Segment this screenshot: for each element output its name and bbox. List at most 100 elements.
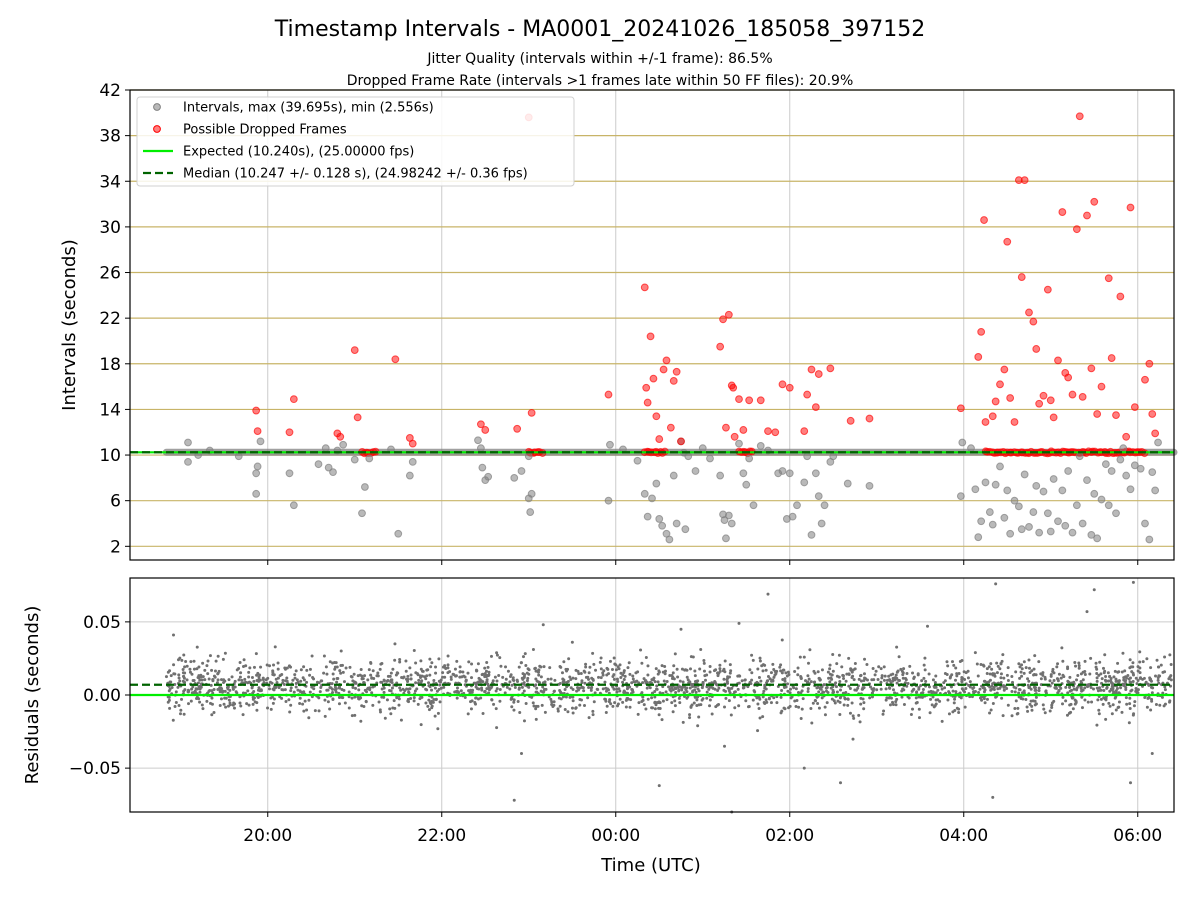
residual-point <box>190 687 194 691</box>
residual-point <box>1128 702 1132 706</box>
residual-point <box>1126 674 1130 678</box>
residual-point <box>888 679 892 683</box>
residual-point <box>646 697 650 701</box>
residual-point <box>553 678 557 682</box>
residual-point <box>695 698 699 702</box>
interval-point <box>981 478 990 487</box>
interval-point <box>329 468 337 477</box>
residual-point <box>740 679 744 683</box>
residual-point <box>1133 700 1137 704</box>
residual-point <box>691 655 695 659</box>
residual-point <box>1025 705 1029 709</box>
residual-point <box>517 686 521 690</box>
x-tick-label: 04:00 <box>939 826 988 846</box>
residual-point <box>828 680 832 684</box>
residual-point <box>757 707 761 711</box>
chart-subtitle-jitter: Jitter Quality (intervals within +/-1 fr… <box>426 51 772 67</box>
residual-point <box>1059 686 1063 690</box>
residual-point <box>978 687 982 691</box>
dropped-frame-point <box>1043 285 1052 294</box>
residual-point <box>169 674 173 678</box>
residual-point <box>262 680 266 684</box>
residual-point <box>1095 679 1099 683</box>
interval-point <box>640 489 649 498</box>
residual-point <box>766 675 770 679</box>
residual-point <box>829 676 833 680</box>
residual-point <box>224 696 228 700</box>
residual-point <box>474 696 478 700</box>
residual-point <box>540 703 544 707</box>
residual-point <box>221 657 225 661</box>
residual-point <box>289 703 293 707</box>
residual-point <box>449 675 453 679</box>
residual-point <box>684 687 688 691</box>
residual-point <box>837 675 841 679</box>
dropped-frame-point <box>1068 390 1077 399</box>
residual-point <box>285 676 289 680</box>
residual-point <box>955 672 959 676</box>
residual-point <box>1129 665 1133 669</box>
residual-point <box>989 688 993 692</box>
dropped-frame-point <box>643 398 652 407</box>
residual-point <box>851 668 855 672</box>
residual-point <box>1057 689 1061 693</box>
residual-point <box>206 672 210 676</box>
residual-point <box>766 679 770 683</box>
residual-point <box>626 666 630 670</box>
residual-point <box>715 683 719 687</box>
residual-point <box>950 673 954 677</box>
residual-point <box>391 667 395 671</box>
residual-points <box>164 580 1173 814</box>
residual-point <box>628 672 632 676</box>
residual-point <box>414 671 418 675</box>
residual-point <box>648 686 652 690</box>
residual-point <box>973 651 977 655</box>
residual-point <box>934 702 938 706</box>
residual-point <box>568 695 572 699</box>
residual-point <box>455 696 459 700</box>
residual-point <box>354 686 358 690</box>
residual-point <box>627 661 631 665</box>
residual-point <box>1132 704 1136 708</box>
residual-outlier-point <box>1150 752 1154 755</box>
dropped-frame-point <box>991 397 1000 406</box>
residual-point <box>409 677 413 681</box>
residual-point <box>199 673 203 677</box>
interval-point <box>793 501 801 510</box>
residual-point <box>828 663 832 667</box>
residual-point <box>931 678 935 682</box>
dropped-frame-point <box>1020 176 1029 185</box>
residual-point <box>1121 651 1125 655</box>
residual-point <box>1052 679 1056 683</box>
residual-point <box>831 669 835 673</box>
residual-point <box>179 708 183 712</box>
residual-point <box>1014 699 1018 703</box>
residual-point <box>673 699 677 703</box>
residual-point <box>1122 678 1126 682</box>
residual-point <box>1037 686 1041 690</box>
residual-point <box>674 690 678 694</box>
residual-point <box>842 677 846 681</box>
residual-point <box>587 716 591 720</box>
residual-point <box>461 670 465 674</box>
dropped-frame-point <box>1035 399 1044 408</box>
residual-point <box>630 688 634 692</box>
residual-point <box>894 673 898 677</box>
residual-point <box>934 674 938 678</box>
residual-point <box>420 674 424 678</box>
residual-point <box>1006 703 1010 707</box>
residual-point <box>436 711 440 715</box>
residual-point <box>189 699 193 703</box>
interval-point <box>484 472 493 481</box>
interval-point <box>1078 519 1087 528</box>
residual-point <box>337 695 341 699</box>
residual-point <box>1051 669 1055 673</box>
residual-point <box>1162 704 1166 708</box>
residual-point <box>847 673 851 677</box>
interval-point <box>698 444 707 453</box>
residual-point <box>397 697 401 701</box>
residual-point <box>200 678 204 682</box>
residual-point <box>1043 711 1047 715</box>
residual-point <box>268 664 272 668</box>
residual-point <box>565 685 569 689</box>
